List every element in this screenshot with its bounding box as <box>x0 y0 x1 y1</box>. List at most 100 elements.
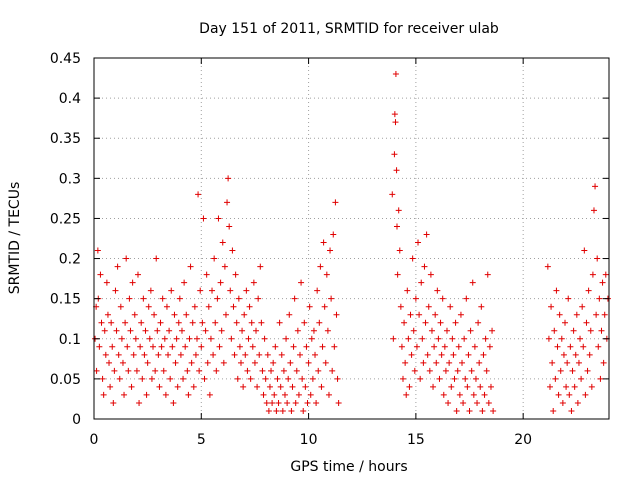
x-axis-label: GPS time / hours <box>290 459 407 475</box>
data-point <box>123 255 130 262</box>
data-point <box>250 279 257 286</box>
data-point <box>171 311 178 318</box>
data-point <box>217 279 224 286</box>
data-point <box>199 319 206 326</box>
data-point <box>108 319 115 326</box>
data-point <box>292 399 299 406</box>
y-tick-label: 0.3 <box>59 171 81 187</box>
data-point <box>235 295 242 302</box>
data-point <box>412 295 419 302</box>
data-point <box>552 375 559 382</box>
data-point <box>233 319 240 326</box>
data-point <box>320 239 327 246</box>
data-point <box>236 343 243 350</box>
data-point <box>472 375 479 382</box>
data-point <box>408 351 415 358</box>
data-point <box>481 391 488 398</box>
data-point <box>548 303 555 310</box>
data-point <box>182 343 189 350</box>
data-point <box>151 311 158 318</box>
data-point <box>401 319 408 326</box>
data-point <box>271 391 278 398</box>
data-point <box>451 375 458 382</box>
data-point <box>580 343 587 350</box>
data-point <box>400 375 406 382</box>
data-point <box>240 383 247 390</box>
data-point <box>450 351 457 358</box>
data-point <box>242 351 249 358</box>
data-point <box>117 303 124 310</box>
x-tick-label: 20 <box>514 432 532 448</box>
data-point <box>324 327 331 334</box>
data-point <box>411 367 418 374</box>
data-point <box>438 351 445 358</box>
data-point <box>565 295 572 302</box>
data-point <box>390 335 397 342</box>
data-point <box>323 271 330 278</box>
data-point <box>201 375 208 382</box>
data-point <box>162 391 169 398</box>
data-point <box>461 335 468 342</box>
data-point <box>487 383 494 390</box>
x-tick-labels: 0 5 10 15 20 <box>90 432 533 448</box>
data-point <box>393 223 400 230</box>
data-point <box>396 247 403 254</box>
y-axis-label: SRMTID / TECUs <box>7 182 23 295</box>
data-point <box>183 311 190 318</box>
data-point <box>403 391 410 398</box>
data-point <box>586 351 593 358</box>
data-point <box>334 375 341 382</box>
data-point <box>134 271 141 278</box>
data-point <box>317 263 324 270</box>
data-point <box>141 351 148 358</box>
data-point <box>419 335 426 342</box>
data-point <box>129 279 136 286</box>
data-point <box>227 287 234 294</box>
data-point <box>130 351 137 358</box>
y-tick-label: 0.05 <box>50 372 81 388</box>
data-point <box>314 287 321 294</box>
data-point <box>389 191 396 198</box>
y-tick-label: 0.1 <box>59 332 81 348</box>
data-point <box>437 319 444 326</box>
data-point <box>97 271 104 278</box>
data-point <box>313 399 320 406</box>
data-point <box>572 351 579 358</box>
data-point <box>489 327 496 334</box>
data-point <box>483 367 490 374</box>
data-point <box>560 351 567 358</box>
data-point <box>417 375 424 382</box>
data-point <box>264 351 271 358</box>
data-point <box>226 223 233 230</box>
data-point <box>143 391 150 398</box>
data-point <box>550 407 557 414</box>
data-point <box>160 367 167 374</box>
data-point <box>466 407 473 414</box>
data-point <box>398 343 405 350</box>
data-point <box>126 295 133 302</box>
data-point <box>392 119 399 126</box>
data-point <box>253 327 260 334</box>
data-point <box>470 391 477 398</box>
data-point <box>486 343 493 350</box>
data-point <box>161 335 168 342</box>
data-point <box>304 399 311 406</box>
data-point <box>293 367 300 374</box>
y-tick-labels: 0 0.05 0.1 0.15 0.2 0.25 0.3 0.35 0.4 0.45 <box>50 51 81 428</box>
data-point <box>295 391 302 398</box>
data-point <box>146 335 153 342</box>
x-tick-label: 10 <box>300 432 318 448</box>
data-point <box>554 343 561 350</box>
data-point <box>189 319 196 326</box>
data-point <box>243 287 250 294</box>
data-point <box>131 311 138 318</box>
data-point <box>115 351 122 358</box>
data-point <box>397 303 404 310</box>
data-point <box>303 343 310 350</box>
data-point <box>423 231 430 238</box>
data-point <box>457 311 464 318</box>
data-point <box>209 287 216 294</box>
data-point <box>582 391 589 398</box>
data-point <box>152 367 159 374</box>
data-point <box>602 271 609 278</box>
